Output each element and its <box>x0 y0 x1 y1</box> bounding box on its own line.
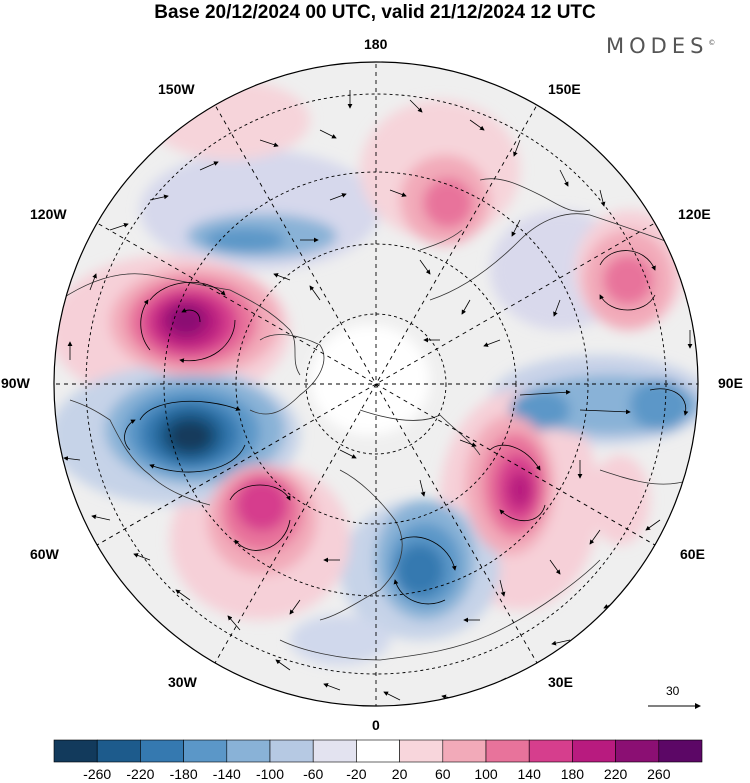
brand-name: MODES <box>606 34 709 58</box>
lon-label-180: 180 <box>364 36 388 52</box>
colorbar-tick-label: -180 <box>169 766 198 782</box>
lon-label-90w: 90W <box>1 375 30 391</box>
colorbar-tick-label: 60 <box>435 766 451 782</box>
colorbar-swatch <box>269 739 314 763</box>
colorbar-tick-label: -220 <box>126 766 155 782</box>
lon-label-120w: 120W <box>30 206 67 222</box>
lon-label-0: 0 <box>372 717 380 733</box>
lon-label-150e: 150E <box>548 81 581 97</box>
colorbar-tick-label: 140 <box>517 766 541 782</box>
colorbar-swatch <box>96 739 141 763</box>
colorbar-swatch <box>442 739 487 763</box>
coastlines <box>59 178 691 661</box>
lon-label-30e: 30E <box>548 674 573 690</box>
colorbar-swatch <box>615 739 660 763</box>
colorbar-swatch <box>528 739 573 763</box>
colorbar-tick-label: -100 <box>255 766 285 782</box>
colorbar-tick-label: -20 <box>346 766 367 782</box>
lon-label-150w: 150W <box>158 81 195 97</box>
wind-vectors <box>63 90 698 701</box>
colorbar-tick-label: 20 <box>391 766 408 782</box>
colorbar-swatch <box>572 739 616 763</box>
lon-label-90e: 90E <box>718 375 743 391</box>
colorbar-tick-label: 260 <box>647 766 671 782</box>
reference-vector-label: 30 <box>666 684 680 698</box>
anomaly-shading <box>54 80 698 665</box>
colorbar <box>53 739 703 763</box>
colorbar-swatch <box>356 739 400 763</box>
brand-logo: MODES© <box>606 34 715 58</box>
lon-label-60w: 60W <box>30 546 59 562</box>
map-border <box>53 61 699 707</box>
colorbar-swatch <box>658 739 703 763</box>
colorbar-tick-label: 100 <box>474 766 498 782</box>
colorbar-tick-label: -260 <box>83 766 112 782</box>
colorbar-swatch <box>226 739 271 763</box>
meridians <box>54 62 698 706</box>
brand-copyright-mark: © <box>708 39 716 47</box>
lon-label-60e: 60E <box>680 546 705 562</box>
colorbar-swatch <box>140 739 184 763</box>
map-field <box>54 62 698 706</box>
colorbar-swatch <box>312 739 357 763</box>
colorbar-swatch <box>53 739 98 763</box>
colorbar-swatch <box>485 739 530 763</box>
map-title: Base 20/12/2024 00 UTC, valid 21/12/2024… <box>154 2 596 23</box>
colorbar-tick-label: -140 <box>212 766 241 782</box>
colorbar-swatch <box>399 739 444 763</box>
colorbar-tick-label: 180 <box>560 766 585 782</box>
lon-label-120e: 120E <box>678 206 711 222</box>
colorbar-swatch <box>183 739 228 763</box>
lon-label-30w: 30W <box>168 674 197 690</box>
colorbar-tick-label: 220 <box>603 766 628 782</box>
colorbar-tick-label: -60 <box>303 766 324 782</box>
